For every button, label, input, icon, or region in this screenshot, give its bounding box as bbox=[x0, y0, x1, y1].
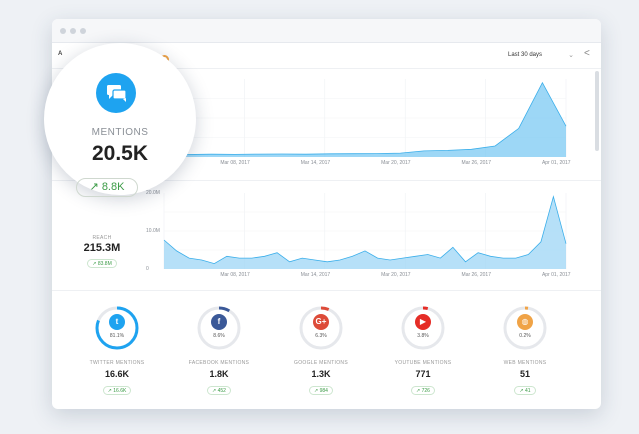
metric-web-globe: ◍ 0.2% WEB MENTIONS 51 ↗ 41 bbox=[480, 304, 570, 397]
metric-label: FACEBOOK MENTIONS bbox=[188, 360, 250, 366]
area-fill bbox=[164, 196, 566, 269]
y-tick-label: 0 bbox=[146, 266, 149, 272]
series-line bbox=[163, 195, 567, 265]
twitter-icon: t bbox=[109, 314, 125, 330]
x-tick-label: Mar 14, 2017 bbox=[300, 272, 331, 278]
x-tick-label: Mar 26, 2017 bbox=[461, 160, 491, 166]
metric-twitter: t 81.1% TWITTER MENTIONS 16.6K ↗ 16.6K bbox=[72, 304, 162, 397]
share-percent: 8.6% bbox=[213, 333, 225, 339]
metric-value: 16.6K bbox=[104, 369, 130, 379]
area-fill bbox=[164, 82, 566, 157]
toolbar-label: A bbox=[58, 51, 63, 57]
share-ring: ▶ 3.8% bbox=[399, 304, 447, 352]
series-line bbox=[163, 81, 567, 156]
metric-google-plus: G+ 6.3% GOOGLE MENTIONS 1.3K ↗ 984 bbox=[276, 304, 366, 397]
mentions-chart bbox=[163, 79, 567, 157]
share-percent: 81.1% bbox=[109, 333, 125, 339]
share-icon[interactable]: < bbox=[584, 48, 590, 59]
share-ring: ◍ 0.2% bbox=[501, 304, 549, 352]
window-titlebar bbox=[52, 19, 601, 43]
x-tick-label: Mar 14, 2017 bbox=[300, 160, 331, 166]
share-ring: f 8.6% bbox=[195, 304, 243, 352]
chat-bubbles-icon bbox=[96, 73, 136, 113]
date-range-value: Last 30 days bbox=[508, 52, 543, 58]
metric-delta-badge: ↗ 452 bbox=[207, 386, 231, 395]
metric-delta-badge: ↗ 726 bbox=[411, 386, 435, 395]
callout-delta: 8.8K bbox=[101, 181, 125, 193]
metric-value: 1.3K bbox=[311, 369, 331, 379]
metric-delta-badge: ↗ 16.6K bbox=[102, 386, 132, 395]
x-tick-label: Mar 08, 2017 bbox=[220, 272, 250, 278]
metric-delta-badge: ↗ 984 bbox=[309, 386, 333, 395]
x-tick-label: Apr 01, 2017 bbox=[541, 272, 571, 278]
scrollbar[interactable] bbox=[595, 71, 599, 151]
callout-label: MENTIONS bbox=[91, 127, 149, 138]
share-ring: G+ 6.3% bbox=[297, 304, 345, 352]
callout-value: 20.5K bbox=[91, 142, 149, 165]
window-dot-minimize[interactable] bbox=[70, 28, 76, 34]
x-tick-label: Mar 08, 2017 bbox=[220, 160, 250, 166]
google-plus-icon: G+ bbox=[313, 314, 329, 330]
metric-youtube: ▶ 3.8% YOUTUBE MENTIONS 771 ↗ 726 bbox=[378, 304, 468, 397]
window-dot-maximize[interactable] bbox=[80, 28, 86, 34]
metric-label: YOUTUBE MENTIONS bbox=[394, 360, 452, 366]
metric-value: 1.8K bbox=[209, 369, 229, 379]
reach-delta-badge: ↗ 83.8M bbox=[87, 259, 117, 268]
reach-label: REACH bbox=[92, 235, 112, 241]
callout-delta-badge: ↗ 8.8K bbox=[76, 178, 138, 197]
mentions-callout: MENTIONS 20.5K ↗ 8.8K bbox=[44, 43, 196, 197]
y-tick-label: 20.0M bbox=[146, 190, 160, 196]
metric-value: 51 bbox=[519, 369, 530, 379]
section-divider bbox=[52, 180, 601, 181]
y-tick-label: 10.0M bbox=[146, 228, 160, 234]
metric-delta-badge: ↗ 41 bbox=[514, 386, 536, 395]
x-tick-label: Mar 20, 2017 bbox=[381, 272, 411, 278]
youtube-icon: ▶ bbox=[415, 314, 431, 330]
chevron-down-icon: ⌄ bbox=[568, 52, 574, 59]
dashboard-window: A Last 30 days ⌄ < Mar 08, 2017 Mar 14, 2… bbox=[52, 19, 601, 409]
x-tick-label: Mar 26, 2017 bbox=[461, 272, 491, 278]
window-dot-close[interactable] bbox=[60, 28, 66, 34]
metric-label: TWITTER MENTIONS bbox=[89, 360, 145, 366]
date-range-select[interactable]: Last 30 days ⌄ bbox=[504, 49, 576, 62]
share-percent: 3.8% bbox=[417, 333, 429, 339]
share-ring: t 81.1% bbox=[93, 304, 141, 352]
reach-value: 215.3M bbox=[83, 242, 121, 254]
x-tick-label: Mar 20, 2017 bbox=[381, 160, 411, 166]
share-percent: 6.3% bbox=[315, 333, 327, 339]
metric-value: 771 bbox=[415, 369, 431, 379]
facebook-icon: f bbox=[211, 314, 227, 330]
metric-facebook: f 8.6% FACEBOOK MENTIONS 1.8K ↗ 452 bbox=[174, 304, 264, 397]
reach-delta: 83.8M bbox=[97, 261, 112, 267]
web-globe-icon: ◍ bbox=[517, 314, 533, 330]
metric-label: GOOGLE MENTIONS bbox=[294, 360, 348, 366]
x-tick-label: Apr 01, 2017 bbox=[541, 160, 571, 166]
section-divider bbox=[52, 290, 601, 291]
metric-label: WEB MENTIONS bbox=[503, 360, 547, 366]
share-percent: 0.2% bbox=[519, 333, 531, 339]
reach-chart bbox=[163, 193, 567, 269]
